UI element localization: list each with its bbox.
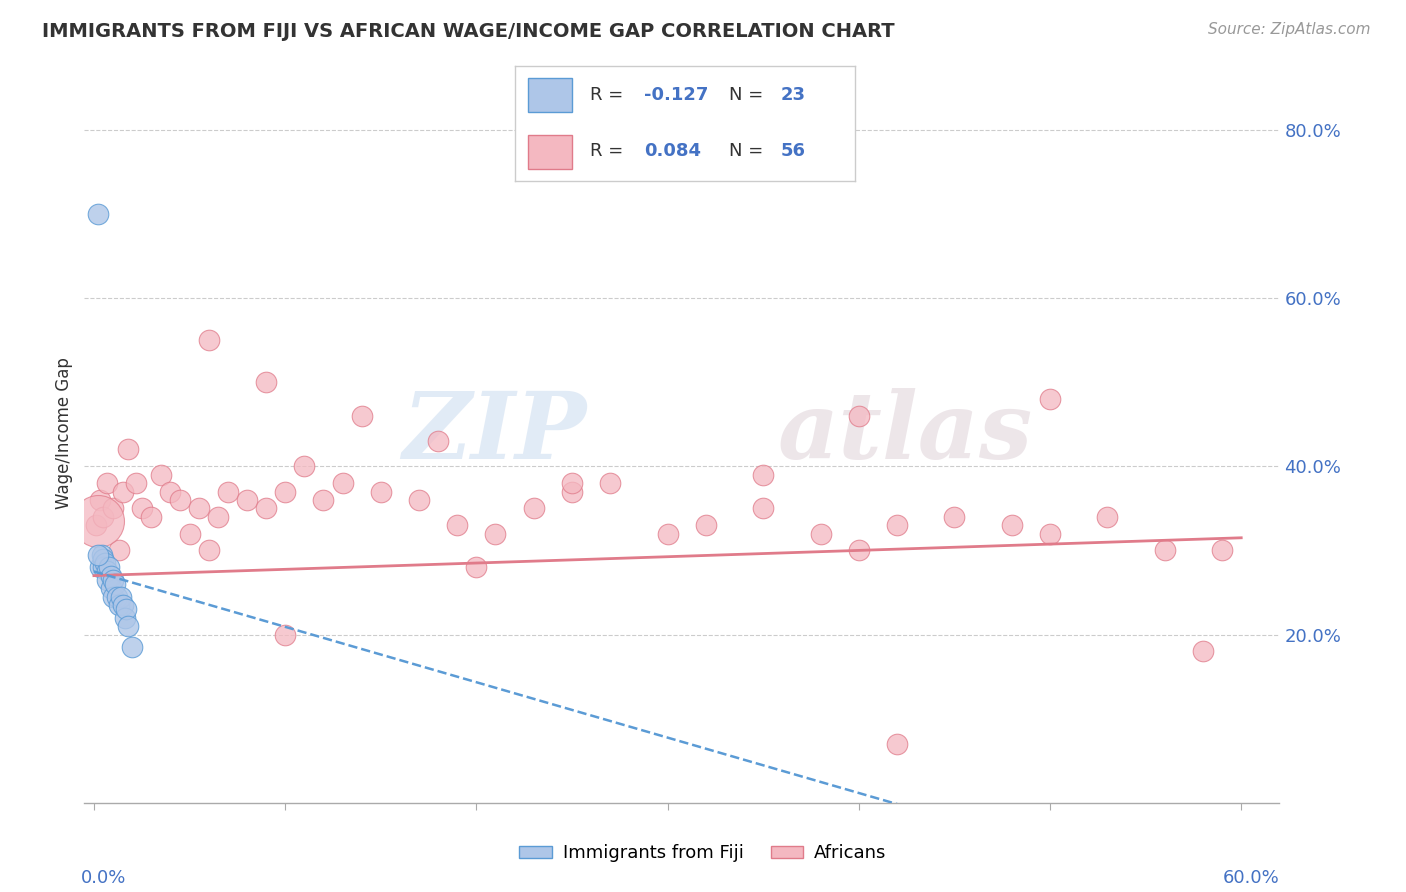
Point bbox=[207, 509, 229, 524]
Point bbox=[179, 526, 201, 541]
Point bbox=[87, 207, 110, 221]
Point bbox=[292, 459, 315, 474]
Legend: Immigrants from Fiji, Africans: Immigrants from Fiji, Africans bbox=[512, 838, 894, 870]
Point bbox=[110, 590, 132, 604]
Point bbox=[561, 484, 583, 499]
Point bbox=[810, 526, 832, 541]
Point bbox=[1097, 509, 1119, 524]
Text: IMMIGRANTS FROM FIJI VS AFRICAN WAGE/INCOME GAP CORRELATION CHART: IMMIGRANTS FROM FIJI VS AFRICAN WAGE/INC… bbox=[42, 22, 894, 41]
Point bbox=[254, 375, 277, 389]
Point bbox=[1211, 543, 1233, 558]
Point bbox=[427, 434, 450, 448]
Point bbox=[752, 467, 775, 482]
Text: 0.0%: 0.0% bbox=[80, 870, 127, 888]
Point bbox=[1192, 644, 1215, 658]
Point bbox=[188, 501, 211, 516]
Point bbox=[94, 556, 117, 570]
Point bbox=[465, 560, 488, 574]
Point bbox=[484, 526, 506, 541]
Point bbox=[169, 492, 191, 507]
Point bbox=[274, 627, 297, 641]
Point bbox=[197, 543, 219, 558]
Point bbox=[159, 484, 181, 499]
Point bbox=[107, 598, 129, 612]
Point bbox=[446, 518, 468, 533]
Point bbox=[90, 548, 112, 562]
Point bbox=[93, 551, 115, 566]
Point bbox=[115, 602, 138, 616]
Point bbox=[350, 409, 373, 423]
Point bbox=[107, 543, 129, 558]
Point bbox=[332, 476, 354, 491]
Point bbox=[89, 492, 111, 507]
Point bbox=[100, 581, 122, 595]
Point bbox=[943, 509, 966, 524]
Point bbox=[101, 573, 124, 587]
Text: ZIP: ZIP bbox=[402, 388, 586, 477]
Point bbox=[131, 501, 153, 516]
Point bbox=[141, 509, 163, 524]
Point bbox=[98, 560, 121, 574]
Point bbox=[254, 501, 277, 516]
Point bbox=[111, 598, 134, 612]
Point bbox=[1039, 526, 1062, 541]
Point bbox=[93, 560, 115, 574]
Point bbox=[274, 484, 297, 499]
Point bbox=[125, 476, 148, 491]
Point bbox=[87, 548, 110, 562]
Point bbox=[1039, 392, 1062, 406]
Point bbox=[101, 590, 124, 604]
Point bbox=[523, 501, 546, 516]
Point bbox=[695, 518, 717, 533]
Point bbox=[117, 619, 139, 633]
Point bbox=[87, 514, 110, 528]
Point bbox=[100, 568, 122, 582]
Point bbox=[848, 543, 870, 558]
Point bbox=[657, 526, 679, 541]
Point bbox=[93, 509, 115, 524]
Point bbox=[121, 640, 143, 655]
Point bbox=[599, 476, 621, 491]
Point bbox=[848, 409, 870, 423]
Point bbox=[149, 467, 172, 482]
Point bbox=[197, 333, 219, 347]
Text: atlas: atlas bbox=[778, 388, 1033, 477]
Point bbox=[96, 573, 118, 587]
Point bbox=[89, 560, 111, 574]
Point bbox=[236, 492, 259, 507]
Point bbox=[886, 737, 908, 751]
Point bbox=[84, 518, 107, 533]
Point bbox=[312, 492, 335, 507]
Point bbox=[104, 577, 127, 591]
Point bbox=[101, 501, 124, 516]
Text: Source: ZipAtlas.com: Source: ZipAtlas.com bbox=[1208, 22, 1371, 37]
Point bbox=[1001, 518, 1024, 533]
Point bbox=[96, 476, 118, 491]
Point bbox=[752, 501, 775, 516]
Y-axis label: Wage/Income Gap: Wage/Income Gap bbox=[55, 357, 73, 508]
Point bbox=[408, 492, 430, 507]
Point bbox=[886, 518, 908, 533]
Point bbox=[117, 442, 139, 457]
Point bbox=[561, 476, 583, 491]
Text: 60.0%: 60.0% bbox=[1223, 870, 1279, 888]
Point bbox=[114, 610, 136, 624]
Point bbox=[217, 484, 239, 499]
Point bbox=[96, 565, 118, 579]
Point bbox=[1153, 543, 1175, 558]
Point bbox=[105, 590, 128, 604]
Point bbox=[370, 484, 392, 499]
Point bbox=[111, 484, 134, 499]
